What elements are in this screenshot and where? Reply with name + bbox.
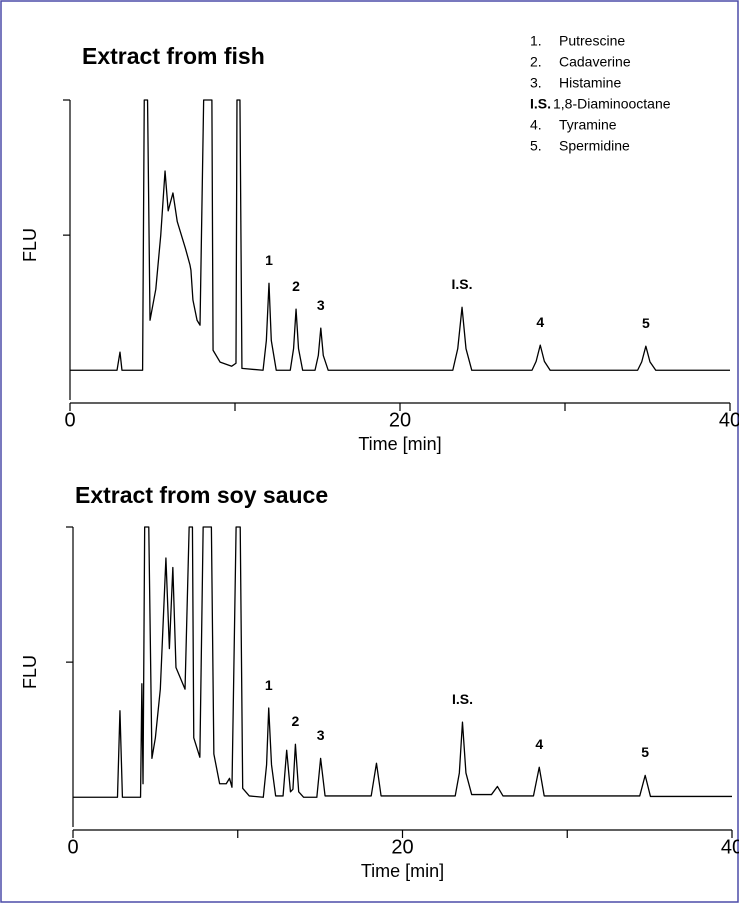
y-axis-label: FLU (20, 655, 40, 689)
legend-name: 1,8-Diaminooctane (553, 96, 671, 112)
legend-name: Tyramine (559, 117, 617, 133)
legend-name: Putrescine (559, 33, 625, 49)
legend-name: Histamine (559, 75, 621, 91)
peak-label: 4 (536, 314, 544, 330)
x-axis-label: Time [min] (361, 861, 444, 881)
peak-label: 2 (292, 713, 300, 729)
peak-label: 3 (317, 297, 325, 313)
peak-label: 5 (642, 315, 650, 331)
peak-label: 1 (265, 252, 273, 268)
y-axis-label: FLU (20, 228, 40, 262)
chart-title: Extract from soy sauce (75, 482, 328, 508)
legend-number: 2. (530, 54, 542, 70)
peak-label: 3 (317, 727, 325, 743)
x-tick-label: 40 (721, 836, 739, 858)
legend-name: Spermidine (559, 138, 630, 154)
legend-number: I.S. (530, 96, 551, 112)
x-tick-label: 20 (389, 409, 411, 431)
x-tick-label: 40 (719, 409, 739, 431)
x-axis-label: Time [min] (358, 434, 441, 454)
x-tick-label: 20 (391, 836, 413, 858)
peak-label: 1 (265, 677, 273, 693)
peak-label: 4 (535, 736, 543, 752)
peak-label: I.S. (452, 691, 473, 707)
peak-label: 2 (292, 278, 300, 294)
legend-number: 4. (530, 117, 542, 133)
legend-number: 3. (530, 75, 542, 91)
peak-label: I.S. (452, 276, 473, 292)
x-tick-label: 0 (67, 836, 78, 858)
chromatogram-trace (70, 99, 730, 371)
chart-title: Extract from fish (82, 43, 265, 69)
legend-number: 5. (530, 138, 542, 154)
peak-label: 5 (641, 744, 649, 760)
chromatogram-trace (73, 526, 732, 798)
legend-name: Cadaverine (559, 54, 631, 70)
x-tick-label: 0 (64, 409, 75, 431)
legend-number: 1. (530, 33, 542, 49)
